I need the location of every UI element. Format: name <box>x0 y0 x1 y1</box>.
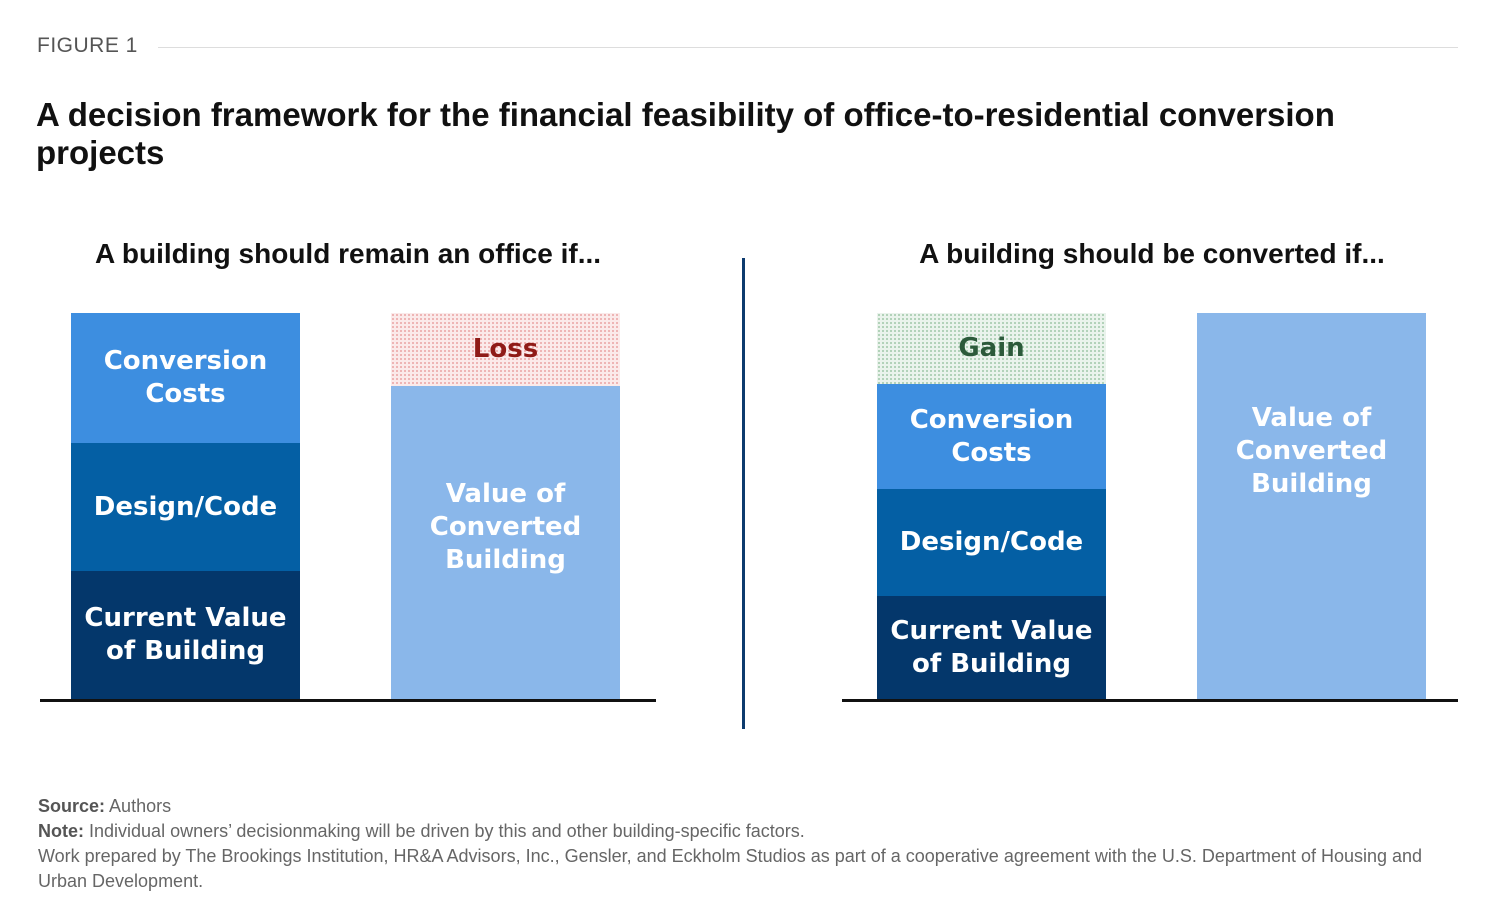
figure-rule <box>158 47 1458 48</box>
credit-line: Work prepared by The Brookings Instituti… <box>38 846 1423 891</box>
right-conversion-costs-segment: Conversion Costs <box>877 384 1106 489</box>
segment-label: Design/Code <box>93 491 278 522</box>
segment-label: Value of Converted Building <box>1235 402 1388 499</box>
loss-label: Loss <box>472 334 539 364</box>
note-label: Note: <box>38 821 84 841</box>
segment-label: Conversion Costs <box>103 346 268 409</box>
loss-segment: Loss <box>391 313 620 386</box>
segment-label: Value of Converted Building <box>429 479 582 575</box>
source-label: Source: <box>38 796 106 816</box>
left-converted-value-segment: Value of Converted Building <box>391 386 620 699</box>
right-current-value-segment: Current Value of Building <box>877 596 1106 699</box>
segment-label: Conversion Costs <box>909 404 1074 468</box>
note-line: Note: Individual owners’ decisionmaking … <box>38 819 1458 844</box>
gain-label: Gain <box>958 333 1025 363</box>
gain-segment: Gain <box>877 313 1106 384</box>
right-converted-value-segment: Value of Converted Building <box>1197 313 1426 699</box>
segment-label: Current Value of Building <box>84 603 287 666</box>
figure-title: A decision framework for the financial f… <box>36 96 1335 171</box>
left-panel-heading: A building should remain an office if... <box>94 238 602 269</box>
right-baseline <box>842 699 1458 702</box>
left-design-code-segment: Design/Code <box>71 443 300 571</box>
panel-divider <box>742 258 745 729</box>
left-current-value-segment: Current Value of Building <box>71 571 300 699</box>
left-conversion-costs-segment: Conversion Costs <box>71 313 300 443</box>
note-text: Individual owners’ decisionmaking will b… <box>89 821 805 841</box>
segment-label: Current Value of Building <box>890 615 1093 679</box>
figure-footer: Source: Authors Note: Individual owners’… <box>38 794 1458 894</box>
source-text: Authors <box>109 796 172 816</box>
left-baseline <box>40 699 656 702</box>
right-panel-heading: A building should be converted if... <box>919 238 1385 269</box>
figure-label: FIGURE 1 <box>37 34 138 57</box>
source-line: Source: Authors <box>38 794 1458 819</box>
right-design-code-segment: Design/Code <box>877 489 1106 596</box>
segment-label: Design/Code <box>899 527 1084 557</box>
